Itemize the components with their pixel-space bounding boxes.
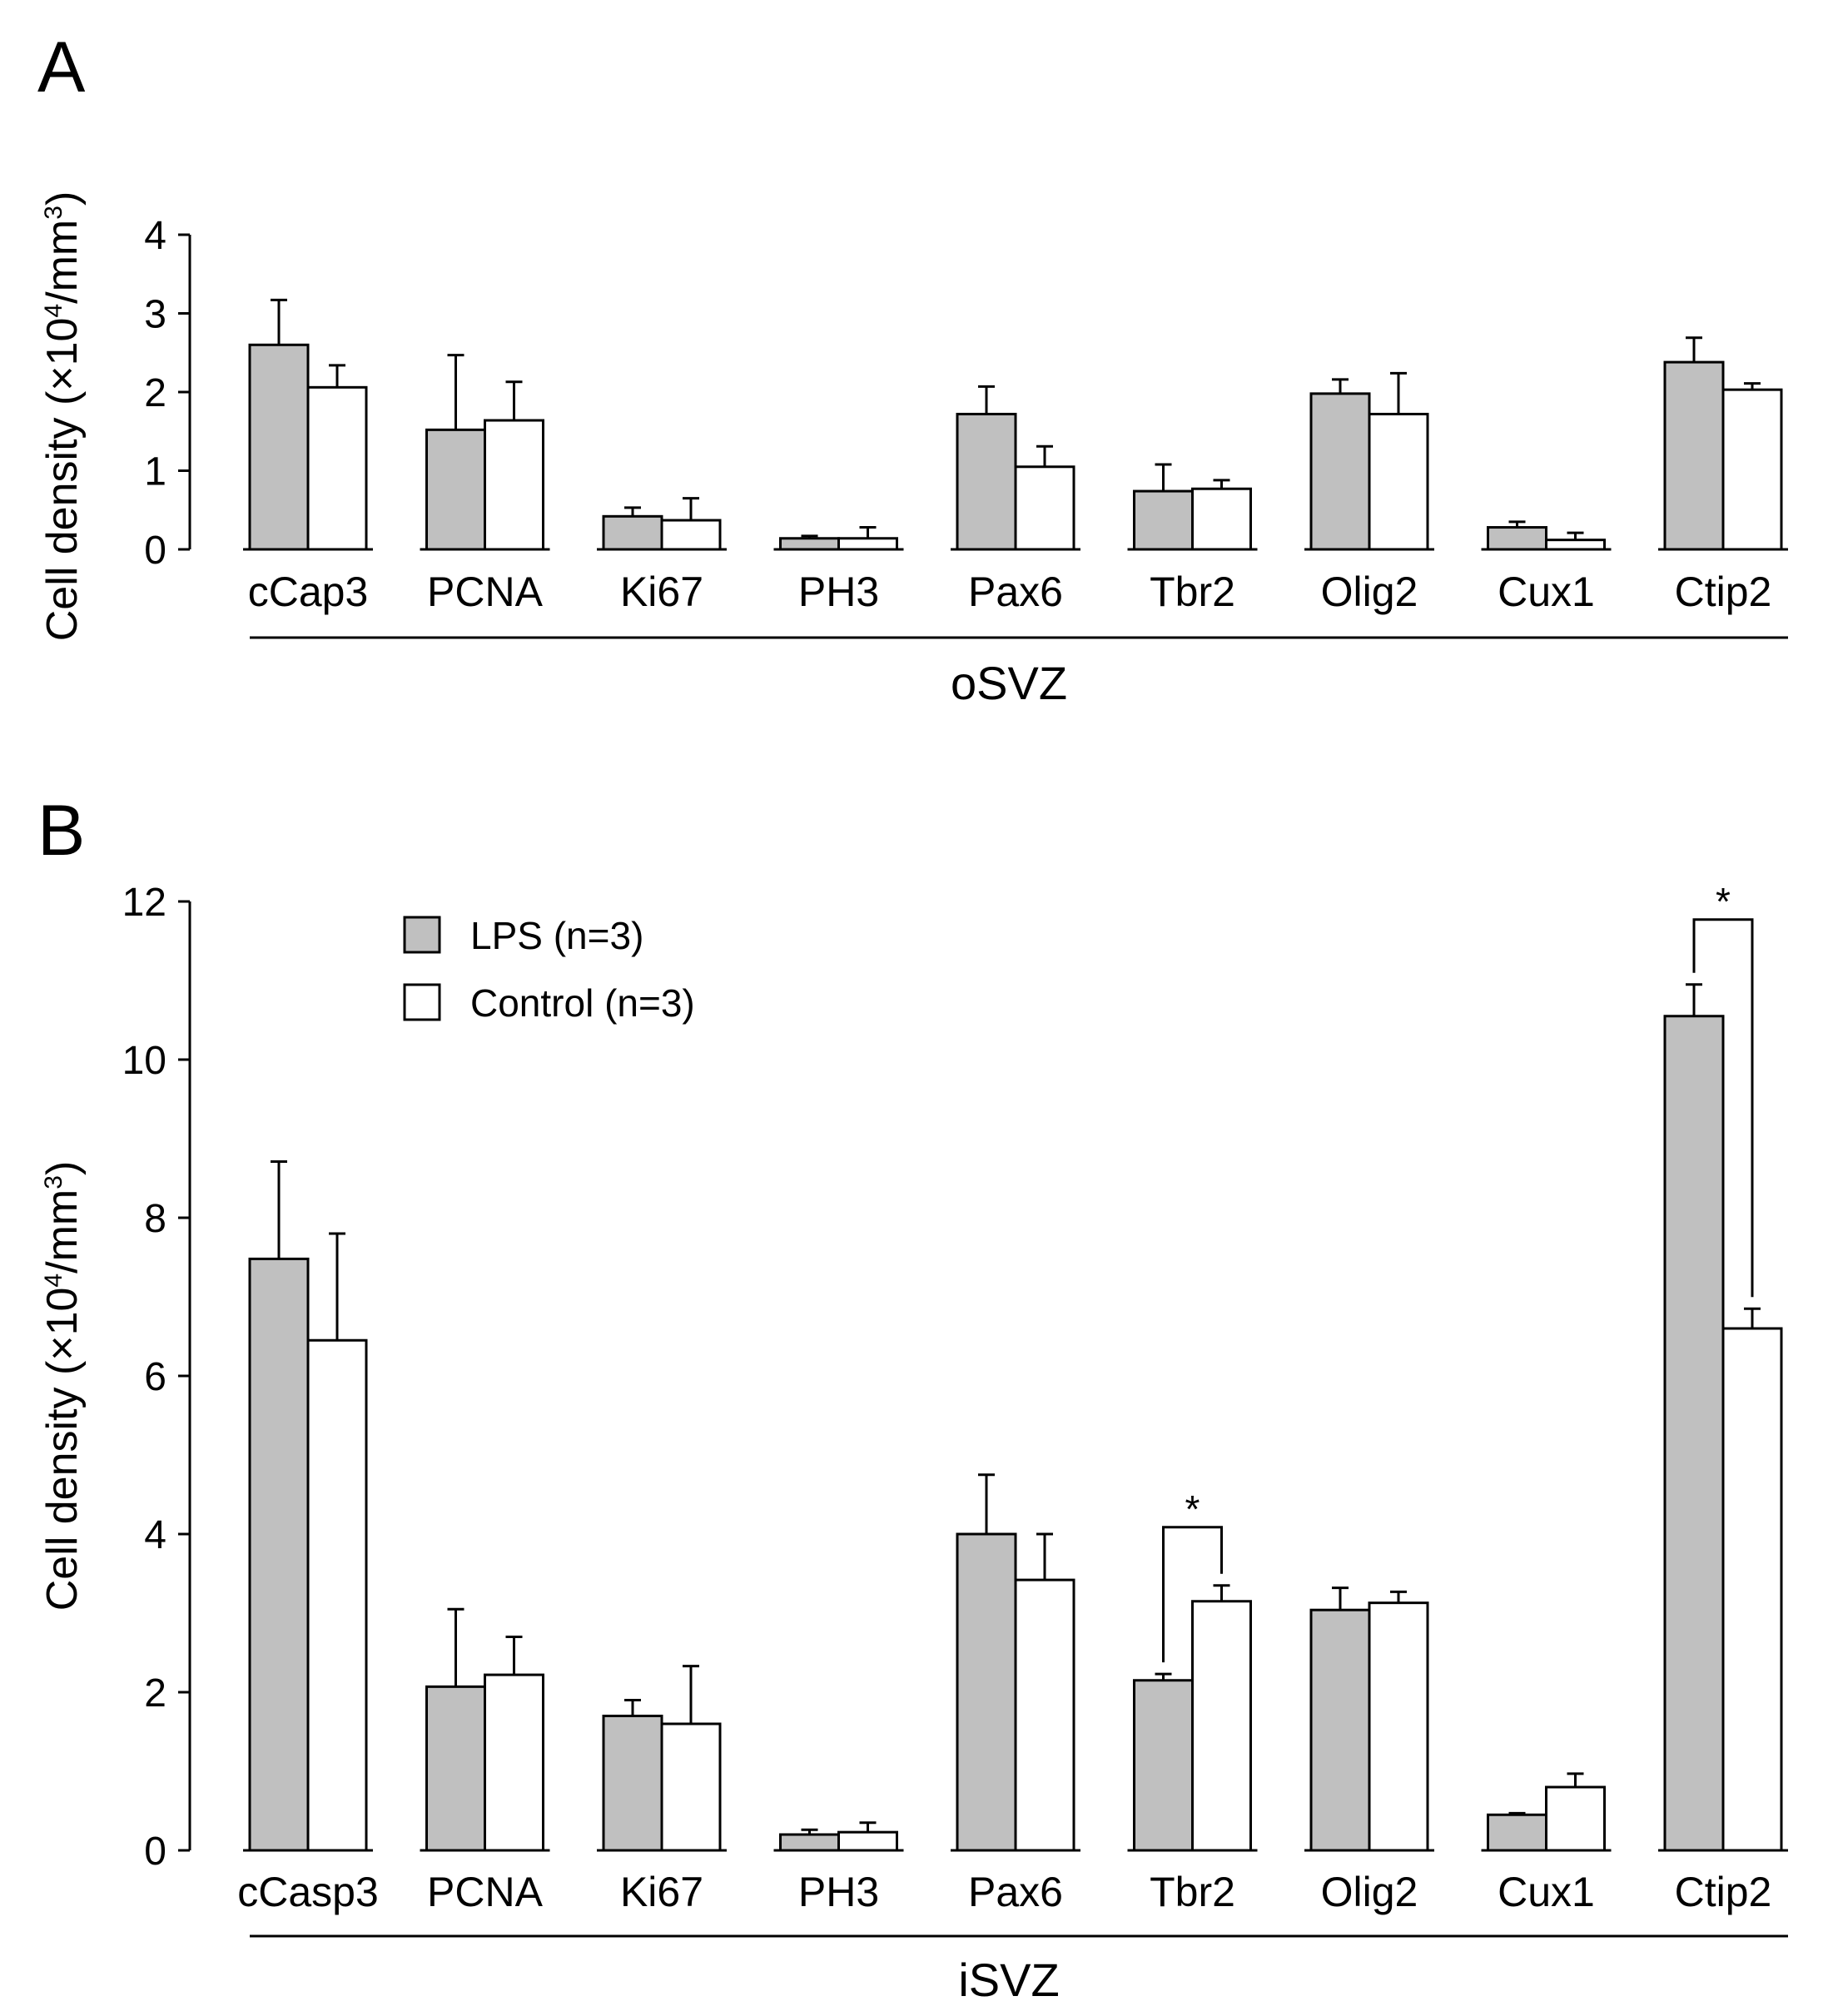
legend-swatch-lps: [403, 916, 441, 954]
panel-b-y-tick-label-4: 4: [144, 1513, 166, 1557]
panel-b-category-pax6: Pax6: [968, 1869, 1063, 1915]
panel-a-y-ticks: 0 1 2 3 4: [144, 214, 190, 573]
legend: LPS (n=3) Control (n=3): [403, 914, 695, 1025]
panel-a-bar-control-olig2: [1368, 412, 1429, 551]
panel-b-category-labels: cCasp3 PCNA Ki67 PH3 Pax6 Tbr2 Olig2 Cux1 Ctip2: [237, 1869, 1771, 1915]
panel-b-bar-control-cux1: [1545, 1785, 1606, 1852]
panel-a-bar-control-ph3: [837, 537, 898, 551]
panel-b-category-tbr2: Tbr2: [1150, 1869, 1235, 1915]
panel-b-category-ctip2: Ctip2: [1675, 1869, 1772, 1915]
panel-b-bar-lps-pcna: [425, 1685, 486, 1852]
panel-a-bar-lps-pcna: [425, 428, 486, 551]
panel-a-y-tick-label-2: 2: [144, 371, 166, 415]
panel-a-bar-control-tbr2: [1191, 487, 1252, 551]
panel-b-bar-lps-olig2: [1309, 1608, 1371, 1852]
panel-a-bar-lps-olig2: [1309, 392, 1371, 551]
panel-a-bar-control-ki67: [660, 519, 722, 551]
panel-b-y-tick-label-8: 8: [144, 1197, 166, 1241]
panel-a-category-cux1: Cux1: [1498, 569, 1595, 615]
panel-a-category-labels: cCap3 PCNA Ki67 PH3 Pax6 Tbr2 Olig2 Cux1 Ctip2: [248, 569, 1772, 615]
panel-a-category-ph3: PH3: [798, 569, 879, 615]
panel-b-significance: **: [1162, 880, 1754, 1663]
panel-a-category-pcna: PCNA: [427, 569, 544, 615]
panel-b-bar-lps-ccasp3: [248, 1257, 310, 1852]
panel-b-bar-lps-ph3: [779, 1833, 840, 1852]
panel-b-y-tick-label-6: 6: [144, 1355, 166, 1399]
panel-b-bars: [243, 983, 1788, 1852]
panel-a-category-ki67: Ki67: [620, 569, 703, 615]
panel-b-bar-lps-ctip2: [1663, 1015, 1725, 1852]
panel-b-sig-bracket-tbr2: [1162, 1526, 1223, 1663]
panel-a-bar-control-pax6: [1014, 465, 1075, 551]
panel-b-bar-control-ctip2: [1721, 1327, 1783, 1852]
panel-b-y-tick-label-10: 10: [122, 1039, 166, 1083]
panel-a-bar-control-ctip2: [1721, 388, 1783, 551]
panel-a-category-tbr2: Tbr2: [1150, 569, 1235, 615]
panel-a-bar-lps-pax6: [956, 412, 1017, 551]
panel-a-y-tick-label-0: 0: [144, 529, 166, 573]
panel-a-bars: [243, 298, 1788, 551]
panel-b-y-tick-label-0: 0: [144, 1830, 166, 1874]
panel-b-category-ccasp3: cCasp3: [237, 1869, 379, 1915]
panel-b-bar-control-pax6: [1014, 1578, 1075, 1852]
panel-a-bar-lps-ctip2: [1663, 360, 1725, 551]
panel-a-category-olig2: Olig2: [1321, 569, 1418, 615]
panel-b-bar-control-ki67: [660, 1722, 722, 1852]
panel-a-y-tick-label-1: 1: [144, 450, 166, 494]
panel-a-letter: A: [37, 27, 86, 107]
panel-a-bar-control-ccap3: [306, 385, 368, 551]
panel-a-region-label: oSVZ: [951, 657, 1067, 709]
panel-a: A Cell density (×104/mm3) 0 1 2 3 4 cCap3 PCN…: [37, 27, 1788, 709]
panel-b-y-tick-label-2: 2: [144, 1671, 166, 1716]
panel-a-y-tick-label-4: 4: [144, 214, 166, 258]
panel-b-bar-control-ccasp3: [306, 1338, 368, 1852]
panel-a-bar-control-pcna: [484, 419, 544, 551]
panel-b-category-olig2: Olig2: [1321, 1869, 1418, 1915]
legend-label-control: Control (n=3): [470, 981, 695, 1025]
panel-b-bar-control-olig2: [1368, 1601, 1429, 1852]
panel-a-y-axis-label: Cell density (×104/mm3): [38, 191, 87, 642]
panel-b-bar-lps-pax6: [956, 1532, 1017, 1852]
panel-b-letter: B: [37, 791, 85, 871]
panel-b-category-pcna: PCNA: [427, 1869, 544, 1915]
panel-b-category-ki67: Ki67: [620, 1869, 703, 1915]
panel-b-sig-star-ctip2: *: [1716, 880, 1731, 923]
panel-a-bar-control-cux1: [1545, 539, 1606, 551]
panel-b-y-axis-label: Cell density (×104/mm3): [38, 1161, 87, 1611]
panel-a-category-pax6: Pax6: [968, 569, 1063, 615]
panel-b-y-ticks: 0 2 4 6 8 10 12: [122, 881, 190, 1874]
panel-b-bar-lps-tbr2: [1133, 1679, 1194, 1852]
panel-a-bar-lps-tbr2: [1133, 489, 1194, 551]
panel-a-bar-lps-ccap3: [248, 343, 310, 551]
panel-a-y-tick-label-3: 3: [144, 293, 166, 337]
panel-a-bar-lps-ph3: [779, 537, 840, 551]
panel-a-category-ccap3: cCap3: [248, 569, 369, 615]
panel-b-category-cux1: Cux1: [1498, 1869, 1595, 1915]
panel-a-bar-lps-cux1: [1487, 526, 1547, 551]
panel-b-bar-control-ph3: [837, 1830, 898, 1852]
panel-b-bar-control-tbr2: [1191, 1600, 1252, 1852]
panel-b-region-label: iSVZ: [958, 1954, 1059, 2006]
panel-b-bar-lps-ki67: [602, 1715, 663, 1852]
panel-a-bar-lps-ki67: [602, 514, 663, 551]
panel-b-y-tick-label-12: 12: [122, 881, 166, 925]
panel-b-bar-lps-cux1: [1487, 1813, 1547, 1852]
panel-b-sig-star-tbr2: *: [1185, 1487, 1200, 1531]
panel-b-sig-bracket-ctip2: [1692, 918, 1754, 1298]
panel-b-bar-control-pcna: [484, 1673, 544, 1852]
legend-swatch-control: [403, 983, 441, 1021]
legend-label-lps: LPS (n=3): [470, 914, 643, 957]
panel-b-category-ph3: PH3: [798, 1869, 879, 1915]
panel-a-category-ctip2: Ctip2: [1675, 569, 1772, 615]
